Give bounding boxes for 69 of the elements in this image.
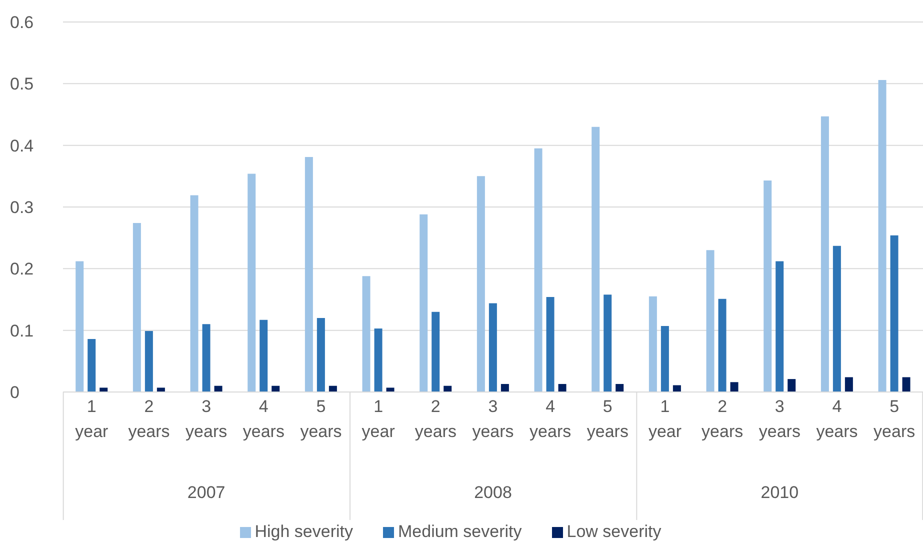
bar xyxy=(878,80,886,392)
x-tick-label: 3 years xyxy=(472,397,514,441)
bar xyxy=(546,297,554,392)
bar xyxy=(764,180,772,392)
bar xyxy=(386,388,394,392)
bar xyxy=(788,379,796,392)
y-tick-label: 0 xyxy=(10,383,20,402)
bar xyxy=(832,246,841,392)
x-tick-label: 5 years xyxy=(300,397,342,441)
bar xyxy=(500,384,509,392)
bar xyxy=(660,326,669,392)
bar xyxy=(476,176,485,392)
y-tick-label: 0.3 xyxy=(10,198,34,218)
bar xyxy=(374,328,382,392)
bar xyxy=(132,223,141,392)
bar xyxy=(558,384,566,392)
y-tick-label: 0.5 xyxy=(10,74,34,94)
bar xyxy=(592,126,600,392)
y-tick-label: 0.4 xyxy=(10,136,34,156)
bar xyxy=(820,116,829,392)
bar xyxy=(844,377,853,392)
bar xyxy=(190,195,198,392)
legend-label: Medium severity xyxy=(398,522,522,541)
x-tick-label: 2 years xyxy=(414,397,456,441)
bar xyxy=(316,318,325,392)
x-tick-label: 5 years xyxy=(586,397,628,441)
x-tick-label: 4 years xyxy=(816,397,858,441)
bar xyxy=(144,330,153,392)
bar xyxy=(706,250,714,392)
bar xyxy=(648,296,657,392)
bar xyxy=(260,320,268,392)
x-tick-label: 2 years xyxy=(128,397,170,441)
bar xyxy=(488,303,497,392)
bar xyxy=(604,294,612,392)
x-tick-label: 3 years xyxy=(186,397,228,441)
x-tick-label: 4 years xyxy=(242,397,284,441)
bar xyxy=(248,174,256,392)
bar xyxy=(890,235,898,392)
text: 2010 xyxy=(760,483,799,502)
x-tick-label: 2 years xyxy=(702,397,744,441)
bar xyxy=(362,276,370,392)
bar xyxy=(432,312,440,392)
bar xyxy=(672,385,681,392)
bar xyxy=(730,382,738,392)
bar xyxy=(88,338,96,392)
text: 2008 xyxy=(474,483,512,502)
y-tick-label: 0.1 xyxy=(10,321,34,340)
bar xyxy=(420,214,428,392)
x-tick-label: 5 years xyxy=(874,397,916,441)
x-tick-label: 1 year xyxy=(648,397,682,441)
bar xyxy=(202,324,210,392)
bar xyxy=(776,261,784,392)
bar xyxy=(76,261,84,392)
bar xyxy=(100,388,108,392)
bar xyxy=(156,388,165,392)
bar xyxy=(902,377,910,392)
x-tick-label: 3 years xyxy=(758,397,800,441)
text: 2007 xyxy=(187,483,226,502)
x-tick-label: 1 year xyxy=(75,397,109,441)
bar xyxy=(718,298,726,392)
x-tick-label: 1 year xyxy=(362,397,396,441)
bar xyxy=(616,384,624,392)
x-tick-label: 4 years xyxy=(530,397,572,441)
legend-label: High severity xyxy=(254,522,353,541)
legend-label: Low severity xyxy=(566,522,662,541)
y-tick-label: 0.6 xyxy=(10,13,34,32)
bar xyxy=(534,148,542,392)
bar xyxy=(304,157,313,392)
y-tick-label: 0.2 xyxy=(10,260,34,279)
